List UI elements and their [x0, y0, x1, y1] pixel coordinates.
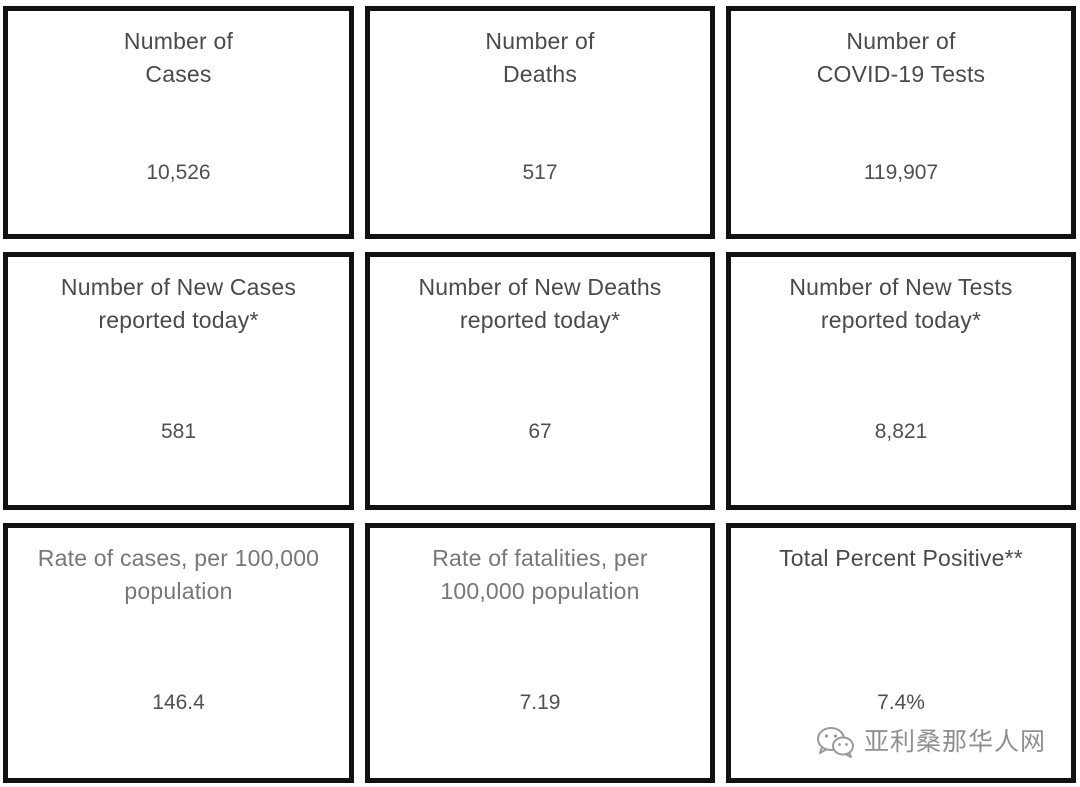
card-label-line: Number of New Deaths	[418, 274, 662, 300]
card-label-line: Total Percent Positive**	[779, 545, 1023, 571]
card-label: Number of Deaths	[370, 25, 710, 91]
card-label-line: Deaths	[502, 61, 578, 87]
card-label: Number of New Tests reported today*	[731, 271, 1071, 337]
card-label-line: reported today*	[98, 307, 259, 333]
card-label-line: reported today*	[459, 307, 621, 333]
card-label: Rate of cases, per 100,000 population	[8, 542, 349, 608]
card-label-line: Number of New Tests	[789, 274, 1013, 300]
card-value: 10,526	[146, 161, 211, 184]
card-label: Number of New Cases reported today*	[8, 271, 349, 337]
card-label-line: population	[124, 578, 233, 604]
card-label-line: COVID-19 Tests	[816, 61, 986, 87]
card-new-deaths-today: Number of New Deaths reported today* 67	[365, 252, 715, 510]
card-number-of-deaths: Number of Deaths 517	[365, 6, 715, 239]
card-rate-of-cases: Rate of cases, per 100,000 population 14…	[3, 523, 354, 783]
card-new-cases-today: Number of New Cases reported today* 581	[3, 252, 354, 510]
card-value: 581	[160, 420, 197, 443]
wechat-icon	[816, 725, 856, 759]
card-label-line: Rate of cases, per 100,000	[37, 545, 320, 571]
card-value: 517	[522, 161, 558, 184]
card-label-line: reported today*	[820, 307, 982, 333]
card-number-of-tests: Number of COVID-19 Tests 119,907	[726, 6, 1076, 239]
card-label: Number of New Deaths reported today*	[370, 271, 710, 337]
card-value: 7.19	[519, 691, 561, 714]
card-number-of-cases: Number of Cases 10,526	[3, 6, 354, 239]
card-rate-of-fatalities: Rate of fatalities, per 100,000 populati…	[365, 523, 715, 783]
card-value: 7.4%	[877, 691, 925, 714]
card-value: 67	[528, 420, 552, 443]
card-label: Total Percent Positive**	[731, 542, 1071, 575]
card-value: 146.4	[152, 691, 205, 714]
card-value: 8,821	[874, 420, 928, 443]
watermark-text: 亚利桑那华人网	[863, 727, 1046, 756]
card-label-line: Rate of fatalities, per	[432, 545, 648, 571]
card-label-line: Number of New Cases	[60, 274, 297, 300]
card-label-line: Number of	[123, 28, 234, 54]
source-watermark: 亚利桑那华人网	[816, 725, 1046, 759]
card-total-percent-positive: Total Percent Positive** 7.4%	[726, 523, 1076, 783]
card-label: Number of Cases	[8, 25, 349, 91]
card-label-line: 100,000 population	[440, 578, 640, 604]
card-label-line: Number of	[846, 28, 956, 54]
card-value: 119,907	[863, 161, 939, 184]
card-label: Rate of fatalities, per 100,000 populati…	[370, 542, 710, 608]
card-new-tests-today: Number of New Tests reported today* 8,82…	[726, 252, 1076, 510]
card-label-line: Cases	[145, 61, 212, 87]
card-label-line: Number of	[485, 28, 595, 54]
card-label: Number of COVID-19 Tests	[731, 25, 1071, 91]
